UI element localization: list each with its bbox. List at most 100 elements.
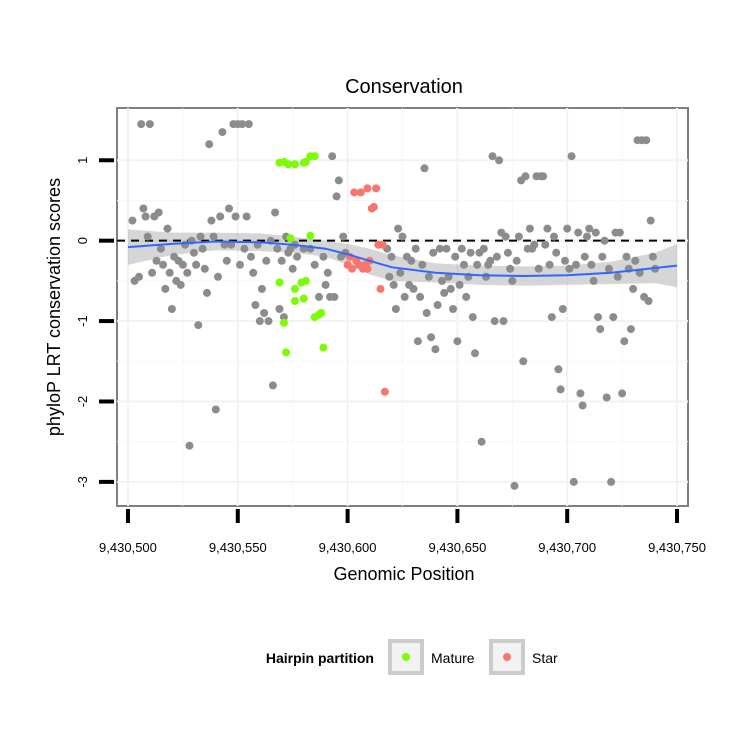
point-other bbox=[209, 232, 218, 241]
point-other bbox=[413, 337, 422, 346]
point-mature bbox=[290, 297, 299, 305]
point-other bbox=[176, 280, 185, 289]
point-other bbox=[607, 477, 616, 486]
point-other bbox=[594, 313, 602, 322]
point-other bbox=[161, 284, 170, 293]
point-other bbox=[550, 232, 558, 241]
point-other bbox=[578, 401, 587, 410]
point-other bbox=[429, 248, 438, 257]
legend: Hairpin partition Mature Star bbox=[266, 639, 558, 675]
point-other bbox=[156, 244, 165, 253]
legend-marker-mature bbox=[402, 653, 410, 661]
point-other bbox=[482, 272, 490, 281]
point-star bbox=[363, 264, 372, 273]
point-other bbox=[255, 317, 264, 326]
point-other bbox=[247, 252, 255, 261]
point-other bbox=[629, 284, 638, 293]
point-other bbox=[455, 280, 464, 289]
axes: 9,430,500 9,430,550 9,430,600 9,430,650 9,43… bbox=[75, 157, 706, 555]
point-star bbox=[356, 188, 365, 197]
point-other bbox=[207, 216, 216, 225]
point-other bbox=[471, 349, 479, 358]
point-other bbox=[268, 381, 277, 390]
point-other bbox=[214, 272, 222, 281]
point-other bbox=[618, 389, 627, 398]
legend-title: Hairpin partition bbox=[266, 650, 374, 666]
y-tick-label: 0 bbox=[75, 237, 90, 244]
point-other bbox=[449, 305, 457, 313]
point-mature bbox=[301, 157, 310, 166]
point-other bbox=[631, 256, 640, 265]
y-tick-label: 1 bbox=[75, 157, 90, 164]
point-other bbox=[240, 244, 249, 253]
y-tick-label: -3 bbox=[75, 476, 90, 488]
point-other bbox=[488, 152, 497, 161]
x-axis-label: Genomic Position bbox=[333, 564, 474, 584]
point-other bbox=[244, 120, 253, 129]
point-other bbox=[453, 337, 462, 346]
point-other bbox=[288, 264, 297, 273]
point-other bbox=[334, 176, 343, 185]
point-other bbox=[332, 192, 341, 201]
point-other bbox=[510, 481, 519, 490]
point-other bbox=[194, 321, 203, 330]
y-tick-label: -1 bbox=[75, 315, 90, 327]
point-other bbox=[576, 389, 585, 398]
point-other bbox=[620, 337, 629, 346]
point-other bbox=[466, 248, 475, 257]
point-star bbox=[378, 240, 387, 249]
point-other bbox=[598, 252, 607, 261]
point-other bbox=[236, 260, 244, 269]
point-mature bbox=[319, 343, 328, 352]
point-other bbox=[563, 224, 572, 233]
point-other bbox=[591, 228, 600, 237]
point-other bbox=[468, 313, 477, 322]
point-other bbox=[196, 232, 205, 241]
point-other bbox=[277, 256, 286, 265]
point-other bbox=[273, 244, 282, 253]
point-other bbox=[398, 232, 407, 241]
point-other bbox=[569, 477, 578, 486]
point-other bbox=[275, 305, 284, 313]
point-other bbox=[552, 248, 561, 257]
point-other bbox=[613, 272, 622, 281]
point-other bbox=[574, 228, 583, 237]
point-other bbox=[444, 272, 453, 281]
x-tick-label: 9,430,750 bbox=[648, 540, 706, 555]
point-other bbox=[648, 252, 657, 261]
point-other bbox=[231, 212, 240, 221]
point-other bbox=[293, 252, 302, 261]
point-other bbox=[257, 284, 266, 293]
point-other bbox=[506, 264, 515, 273]
point-other bbox=[585, 224, 594, 233]
point-other bbox=[433, 301, 442, 309]
point-other bbox=[242, 212, 251, 221]
point-other bbox=[477, 437, 486, 446]
point-other bbox=[141, 212, 150, 221]
point-other bbox=[424, 272, 433, 281]
point-star bbox=[369, 202, 378, 211]
point-other bbox=[583, 232, 591, 241]
point-other bbox=[260, 309, 269, 317]
point-other bbox=[457, 244, 466, 253]
point-other bbox=[499, 317, 508, 326]
point-other bbox=[596, 325, 605, 334]
point-other bbox=[492, 252, 501, 261]
point-mature bbox=[290, 284, 299, 293]
point-other bbox=[139, 204, 148, 213]
point-other bbox=[490, 317, 499, 326]
point-other bbox=[163, 224, 172, 233]
point-other bbox=[128, 216, 137, 225]
point-other bbox=[514, 232, 523, 241]
point-mature bbox=[301, 276, 310, 285]
smooth-trend-line bbox=[127, 240, 678, 278]
y-axis-label: phyloP LRT conservation scores bbox=[44, 178, 64, 436]
point-other bbox=[473, 260, 482, 269]
point-other bbox=[216, 212, 225, 221]
point-other bbox=[200, 264, 209, 273]
point-other bbox=[556, 385, 565, 394]
point-other bbox=[462, 292, 471, 301]
point-mature bbox=[286, 234, 295, 243]
point-other bbox=[519, 357, 528, 366]
point-other bbox=[321, 280, 330, 289]
